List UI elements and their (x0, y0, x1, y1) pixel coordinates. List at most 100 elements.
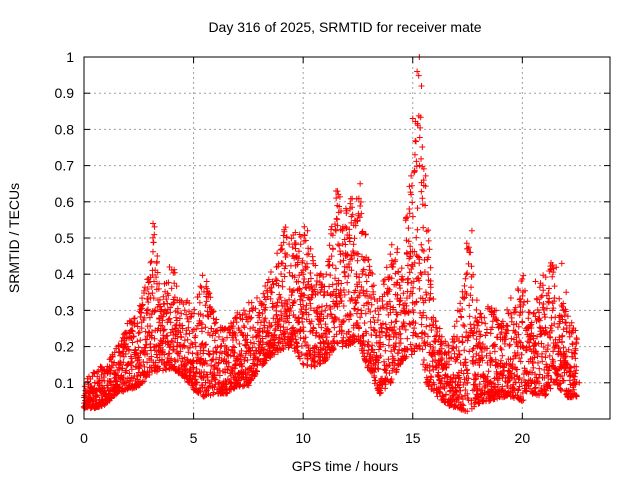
data-point (493, 317, 500, 324)
data-point (514, 350, 521, 357)
data-point (509, 389, 516, 396)
data-point (281, 329, 288, 336)
data-point (289, 289, 296, 296)
data-point (256, 309, 263, 316)
data-point (386, 324, 393, 331)
data-point (344, 279, 351, 286)
data-point (299, 257, 306, 264)
data-point (572, 347, 579, 354)
data-point (383, 377, 390, 384)
data-point (362, 271, 369, 278)
data-point (202, 357, 209, 364)
data-point (303, 260, 310, 267)
data-point (545, 290, 552, 297)
data-point (425, 227, 432, 234)
data-point (520, 301, 527, 308)
data-point (384, 291, 391, 298)
data-point (323, 334, 330, 341)
data-point (224, 390, 231, 397)
data-point (284, 301, 291, 308)
data-point (387, 251, 394, 258)
data-point (503, 360, 510, 367)
data-point (150, 295, 157, 302)
data-point (531, 354, 538, 361)
data-point (120, 374, 127, 381)
data-point (433, 324, 440, 331)
data-point (422, 183, 429, 190)
data-point (325, 328, 332, 335)
data-point (399, 273, 406, 280)
data-point (538, 294, 545, 301)
data-point (388, 257, 395, 264)
data-point (564, 313, 571, 320)
data-point (540, 306, 547, 313)
data-point (296, 286, 303, 293)
data-point (382, 347, 389, 354)
data-point (415, 72, 422, 79)
data-point (503, 330, 510, 337)
data-point (442, 391, 449, 398)
data-point (387, 309, 394, 316)
data-point (427, 278, 434, 285)
data-point (474, 343, 481, 350)
data-point (267, 352, 274, 359)
data-point (236, 361, 243, 368)
data-point (273, 277, 280, 284)
data-point (307, 305, 314, 312)
data-point (142, 328, 149, 335)
data-point (559, 338, 566, 345)
data-point (442, 372, 449, 379)
data-point (289, 302, 296, 309)
data-point (485, 368, 492, 375)
y-tick-label: 0.6 (55, 194, 75, 210)
data-point (144, 285, 151, 292)
data-point (530, 309, 537, 316)
data-point (231, 370, 238, 377)
data-point (129, 339, 136, 346)
data-point (360, 266, 367, 273)
data-point (521, 298, 528, 305)
data-point (401, 323, 408, 330)
data-point (305, 311, 312, 318)
data-point (122, 367, 129, 374)
data-point (472, 314, 479, 321)
data-point (285, 319, 292, 326)
data-point (97, 363, 104, 370)
data-point (338, 280, 345, 287)
data-point (439, 375, 446, 382)
data-point (393, 318, 400, 325)
data-point (492, 384, 499, 391)
data-point (332, 275, 339, 282)
data-point (168, 285, 175, 292)
data-point (490, 342, 497, 349)
data-point (211, 384, 218, 391)
data-point (518, 351, 525, 358)
x-tick-label: 0 (80, 430, 88, 446)
data-point (159, 317, 166, 324)
data-point (359, 228, 366, 235)
data-point (407, 341, 414, 348)
data-point (343, 225, 350, 232)
data-point (352, 300, 359, 307)
data-point (179, 325, 186, 332)
data-point (116, 366, 123, 373)
data-point (468, 227, 475, 234)
data-point (208, 362, 215, 369)
data-point (511, 385, 518, 392)
data-point (208, 378, 215, 385)
data-point (262, 304, 269, 311)
data-point (119, 365, 126, 372)
data-point (566, 377, 573, 384)
data-point (548, 327, 555, 334)
data-point (409, 213, 416, 220)
data-point (230, 343, 237, 350)
data-point (251, 340, 258, 347)
data-point (375, 366, 382, 373)
data-point (176, 315, 183, 322)
data-point (278, 242, 285, 249)
data-point (419, 334, 426, 341)
data-point (390, 365, 397, 372)
data-point (464, 370, 471, 377)
data-point (535, 309, 542, 316)
data-point (515, 386, 522, 393)
